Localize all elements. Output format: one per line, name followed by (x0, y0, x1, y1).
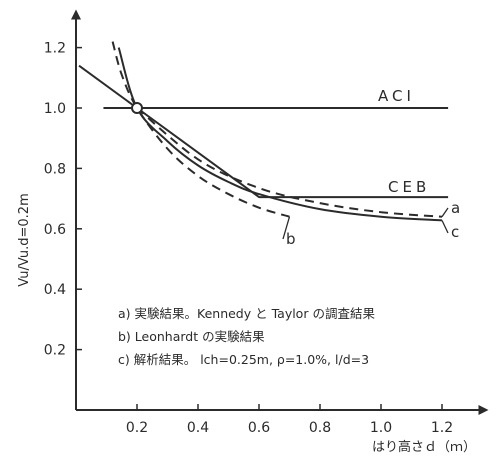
leader-a (441, 207, 449, 218)
y-tick-label-1.0: 1.0 (44, 101, 66, 117)
x-axis-title: はり高さｄ（ｍ） (372, 439, 476, 455)
note-c: c) 解析結果。 lch=0.25m, ρ=1.0%, l/d=3 (118, 352, 369, 367)
common-point-marker (131, 102, 143, 114)
curve-tag-b: b (286, 230, 296, 248)
x-tick-label-1.0: 1.0 (370, 420, 392, 436)
series-a (136, 107, 443, 218)
axes: 0.2 0.4 0.6 0.8 1.0 1.2 0.2 0.4 0.6 0.8 1.0 1.2 (44, 9, 489, 436)
y-tick-label-0.4: 0.4 (44, 282, 66, 298)
curve-tag-c: c (451, 223, 459, 241)
note-b: b) Leonhardt の実験結果 (118, 329, 265, 344)
y-tick-label-1.2: 1.2 (44, 41, 66, 57)
y-axis-arrow (71, 9, 81, 20)
series-b (111, 41, 290, 218)
y-axis-title: Vu/Vu.d=0.2m (17, 193, 32, 287)
y-tick-label-0.8: 0.8 (44, 161, 66, 177)
ceb-label: CEB (388, 178, 430, 196)
x-tick-label-0.2: 0.2 (126, 420, 148, 436)
series-c (117, 47, 443, 222)
leader-c (441, 220, 449, 234)
x-tick-label-0.6: 0.6 (248, 420, 270, 436)
series-ceb (78, 64, 449, 199)
x-tick-label-0.8: 0.8 (309, 420, 331, 436)
x-tick-label-0.4: 0.4 (187, 420, 209, 436)
series-group (78, 41, 449, 240)
note-a: a) 実験結果。Kennedy と Taylor の調査結果 (118, 306, 375, 321)
y-tick-label-0.6: 0.6 (44, 222, 66, 238)
x-axis-arrow (478, 405, 489, 415)
y-tick-label-0.2: 0.2 (44, 343, 66, 359)
leader-b (282, 216, 291, 240)
aci-label: ACI (378, 87, 415, 105)
labels-group: ACI CEB a b c a) 実験結果。Kennedy と Taylor の… (17, 87, 476, 455)
curve-tag-a: a (451, 199, 460, 217)
x-tick-label-1.2: 1.2 (431, 420, 453, 436)
